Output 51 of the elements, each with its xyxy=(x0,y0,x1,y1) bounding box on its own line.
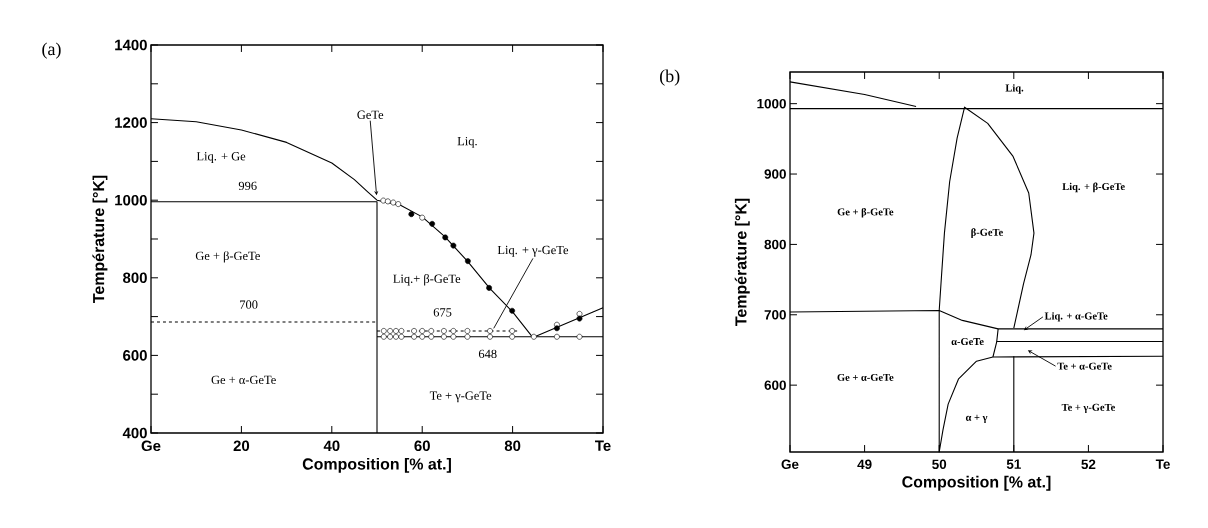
x-tick-label: 49 xyxy=(857,459,872,470)
annotation: α + γ xyxy=(965,414,988,423)
x-axis-title: Composition [% at.] xyxy=(302,457,451,473)
y-axis-title: Température [°K] xyxy=(92,175,108,303)
y-tick-label: 400 xyxy=(122,427,147,439)
annotation: Ge + β-GeTe xyxy=(195,251,260,263)
annotation: 648 xyxy=(478,349,497,359)
annotation: Ge + β-GeTe xyxy=(837,207,894,218)
annotation: Liq. + α-GeTe xyxy=(1044,312,1108,322)
x-axis-title: Composition [% at.] xyxy=(902,475,1051,491)
x-tick-label: Te xyxy=(595,440,611,451)
x-tick-label: Te xyxy=(1155,459,1170,469)
y-tick-label: 800 xyxy=(764,239,786,250)
y-tick-label: 800 xyxy=(123,272,147,284)
annotation: 996 xyxy=(238,181,257,191)
annotation: Liq. + γ-GeTe xyxy=(497,245,569,257)
annotation: Ge + α-GeTe xyxy=(211,375,276,385)
annotation: α-GeTe xyxy=(951,338,984,346)
annotation: Liq. xyxy=(457,136,477,148)
x-tick-label: 80 xyxy=(504,440,521,452)
y-tick-label: 600 xyxy=(764,380,786,390)
annotation: Liq. xyxy=(1005,84,1024,94)
annotation: GeTe xyxy=(357,110,384,119)
chart-title: (b) xyxy=(660,69,680,86)
x-tick-label: 60 xyxy=(414,440,430,452)
chart-title: (a) xyxy=(42,42,61,59)
y-tick-label: 1200 xyxy=(115,117,147,128)
annotation: 675 xyxy=(433,308,452,317)
x-tick-label: Ge xyxy=(781,459,799,470)
x-tick-label: 20 xyxy=(233,440,250,452)
x-tick-label: 50 xyxy=(932,459,947,470)
annotation: Te + α-GeTe xyxy=(1057,362,1112,370)
x-tick-label: 51 xyxy=(1006,459,1021,469)
x-tick-label: 40 xyxy=(323,440,340,452)
y-tick-label: 900 xyxy=(764,169,786,179)
y-tick-label: 1000 xyxy=(757,98,786,109)
y-tick-label: 700 xyxy=(764,310,786,320)
annotation: β-GeTe xyxy=(971,228,1003,238)
annotation: Ge + α-GeTe xyxy=(837,373,894,381)
y-axis-title: Température [°K] xyxy=(734,198,750,326)
annotation: Liq. + Ge xyxy=(196,152,246,163)
x-tick-label: 52 xyxy=(1081,459,1096,470)
annotation: Te + γ-GeTe xyxy=(429,391,492,403)
y-tick-label: 600 xyxy=(123,350,147,361)
y-tick-label: 1000 xyxy=(115,194,147,206)
annotation: Te + γ-GeTe xyxy=(1061,403,1115,413)
x-tick-label: Ge xyxy=(141,440,161,452)
annotation: Liq. + β-GeTe xyxy=(1062,182,1125,193)
annotation: 700 xyxy=(240,300,258,309)
annotation: Liq.+ β-GeTe xyxy=(393,274,461,286)
y-tick-label: 1400 xyxy=(115,39,147,51)
